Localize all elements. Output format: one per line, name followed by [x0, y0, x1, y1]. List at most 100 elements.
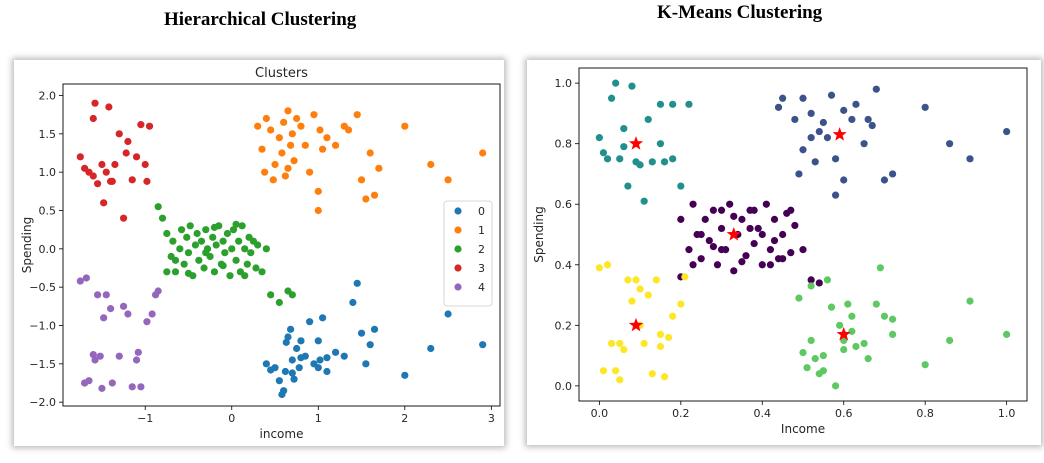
- hier-point-cluster-0: [297, 354, 305, 362]
- kmeans-point-cluster-0: [701, 215, 709, 223]
- hier-point-cluster-1: [278, 149, 286, 157]
- hier-point-cluster-2: [235, 237, 243, 245]
- kmeans-scatter-chart: 0.0 0.2 0.4 0.6 0.8 1.0 0.0 0.2 0.4 0.6 0.8 1.0 Inco…: [532, 67, 1028, 436]
- kmeans-point-cluster-1: [921, 103, 929, 111]
- hier-point-cluster-4: [96, 352, 104, 360]
- kmeans-point-cluster-4: [844, 300, 852, 308]
- hier-point-cluster-0: [288, 356, 296, 364]
- hier-point-cluster-0: [314, 337, 322, 345]
- hier-legend-marker-1: [454, 226, 462, 234]
- kmeans-point-cluster-2: [636, 161, 644, 169]
- hier-point-cluster-4: [102, 291, 110, 299]
- kmeans-point-cluster-1: [774, 103, 783, 111]
- kmeans-point-cluster-0: [807, 276, 815, 284]
- hier-point-cluster-1: [254, 122, 262, 130]
- kmeans-point-cluster-1: [852, 100, 860, 108]
- kmeans-point-cluster-3: [640, 339, 648, 348]
- hier-point-cluster-2: [163, 229, 171, 238]
- hier-point-cluster-1: [258, 145, 266, 153]
- hier-point-cluster-2: [243, 260, 251, 268]
- kmeans-point-cluster-0: [709, 206, 717, 214]
- hier-point-cluster-2: [158, 214, 167, 222]
- kmeans-point-cluster-0: [705, 236, 713, 245]
- kmeans-point-cluster-4: [819, 367, 827, 375]
- hier-point-cluster-0: [282, 338, 290, 346]
- hier-point-cluster-1: [366, 149, 374, 157]
- hier-point-cluster-3: [137, 121, 145, 129]
- kmeans-point-cluster-2: [660, 158, 669, 166]
- kmeans-point-cluster-0: [677, 215, 685, 223]
- kmeans-point-cluster-0: [770, 215, 779, 223]
- hier-x-tick-label: 3: [488, 412, 495, 425]
- hier-point-cluster-3: [141, 160, 149, 169]
- hier-point-cluster-4: [82, 274, 90, 282]
- hier-legend-marker-0: [454, 207, 462, 215]
- kmeans-point-cluster-4: [889, 330, 897, 338]
- hier-point-cluster-3: [76, 153, 84, 161]
- kmeans-point-cluster-4: [848, 312, 856, 320]
- hier-point-cluster-4: [124, 310, 132, 318]
- hier-point-cluster-4: [106, 305, 115, 313]
- hier-legend-marker-4: [454, 283, 462, 291]
- hier-point-cluster-0: [323, 367, 331, 376]
- hier-point-cluster-2: [191, 241, 199, 249]
- hier-point-cluster-1: [271, 160, 279, 169]
- hier-point-cluster-2: [163, 268, 171, 276]
- hier-point-cluster-2: [184, 269, 193, 277]
- hier-x-tick-label: 1: [315, 412, 322, 425]
- kmeans-point-cluster-3: [648, 370, 656, 378]
- kmeans-point-cluster-1: [868, 121, 876, 130]
- kmeans-point-cluster-0: [713, 261, 722, 269]
- kmeans-point-cluster-0: [742, 252, 750, 260]
- hier-point-cluster-3: [100, 199, 108, 207]
- hier-point-cluster-2: [209, 233, 217, 241]
- hier-point-cluster-1: [306, 168, 314, 176]
- kmeans-point-cluster-2: [628, 82, 636, 90]
- kmeans-point-cluster-4: [811, 355, 819, 363]
- kmeans-point-cluster-1: [795, 170, 803, 178]
- hier-point-cluster-2: [254, 241, 262, 249]
- hier-point-cluster-2: [241, 245, 249, 253]
- kmeans-point-cluster-0: [766, 246, 775, 254]
- kmeans-point-cluster-0: [685, 246, 693, 254]
- kmeans-point-cluster-0: [730, 212, 738, 220]
- kmeans-point-cluster-4: [880, 312, 889, 320]
- hier-point-cluster-3: [119, 214, 128, 222]
- hier-y-tick-label: 2.0: [39, 90, 57, 103]
- hier-point-cluster-1: [331, 141, 340, 149]
- hier-point-cluster-4: [91, 356, 99, 364]
- hier-point-cluster-2: [241, 272, 249, 280]
- kmeans-point-cluster-4: [966, 297, 974, 305]
- hier-point-cluster-0: [323, 354, 331, 362]
- hier-point-cluster-3: [124, 137, 132, 146]
- hier-point-cluster-2: [193, 229, 201, 238]
- kmeans-point-cluster-0: [738, 215, 746, 223]
- kmeans-point-cluster-1: [872, 85, 880, 93]
- kmeans-point-cluster-2: [669, 100, 677, 108]
- kmeans-point-cluster-1: [840, 106, 848, 114]
- kmeans-point-cluster-2: [595, 134, 603, 142]
- kmeans-point-cluster-2: [616, 155, 624, 163]
- kmeans-point-cluster-0: [738, 258, 746, 266]
- kmeans-point-cluster-4: [889, 315, 897, 323]
- kmeans-point-cluster-0: [689, 200, 697, 208]
- hier-point-cluster-1: [267, 126, 275, 134]
- kmeans-point-cluster-1: [831, 155, 840, 163]
- hier-legend-label-1: 1: [478, 224, 485, 237]
- hier-point-cluster-1: [401, 122, 409, 130]
- hier-y-tick-label: 1.5: [39, 128, 57, 141]
- hier-point-cluster-0: [357, 329, 366, 337]
- kmeans-point-cluster-0: [770, 236, 779, 245]
- kmeans-centroid-star: [628, 317, 644, 332]
- kmeans-point-cluster-3: [632, 276, 640, 284]
- hier-legend-label-3: 3: [478, 262, 485, 275]
- kmeans-point-cluster-1: [811, 158, 819, 166]
- hier-point-cluster-1: [314, 187, 322, 195]
- kmeans-x-tick-label: 0.4: [754, 407, 772, 420]
- hier-y-tick-label: −2.0: [29, 396, 56, 409]
- kmeans-x-tick-label: 0.2: [672, 407, 690, 420]
- kmeans-x-tick-label: 0.0: [591, 407, 609, 420]
- hier-point-cluster-1: [323, 134, 331, 142]
- hier-point-cluster-2: [288, 291, 296, 299]
- kmeans-point-cluster-1: [827, 91, 836, 99]
